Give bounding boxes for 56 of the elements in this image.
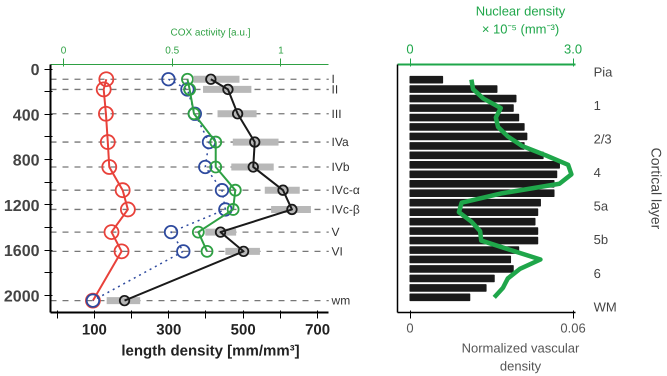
x-axis-title: length density [mm/mm³] [121, 342, 300, 360]
point [181, 72, 194, 86]
x-tick-label: 0 [406, 320, 414, 336]
point [228, 184, 242, 197]
x-axis-title: Normalized vascular density [462, 340, 580, 374]
ref-line-label: IVb [332, 160, 350, 174]
x-tick-label: 300 [156, 322, 182, 338]
text: 1 [594, 98, 601, 114]
ref-line-label: IVc-α [332, 183, 360, 198]
text: 5a [594, 198, 609, 214]
text: WM [594, 299, 617, 314]
bar [410, 152, 544, 160]
text: 4 [594, 165, 601, 180]
bar [410, 284, 487, 292]
ref-line-label: wm [330, 294, 350, 308]
bar [410, 161, 560, 169]
bar [410, 208, 538, 216]
text: 5b [594, 232, 608, 248]
bar [410, 218, 536, 226]
point [200, 244, 214, 258]
text: 6 [594, 266, 601, 281]
y-tick-label: 400 [12, 107, 40, 124]
point [209, 160, 222, 174]
ref-line-label: V [332, 225, 340, 240]
x2-axis-title: COX activity [a.u.] [170, 28, 251, 38]
y-tick-label: 2000 [4, 288, 40, 306]
bar [410, 294, 470, 302]
bar [410, 76, 444, 84]
text: 2/3 [594, 132, 612, 147]
x2-tick-label: 0.5 [165, 46, 180, 56]
bar [410, 170, 558, 178]
x2-tick-label: 3.0 [564, 42, 582, 56]
x2-tick-label: 0 [406, 42, 414, 56]
point [192, 226, 205, 238]
x2-tick-label: 0 [60, 46, 67, 56]
ref-line-label: VI [332, 244, 343, 258]
x-tick-label: 0.06 [560, 320, 586, 336]
y-tick-label: 1200 [4, 198, 40, 215]
y-axis-title: Cortical layer [648, 148, 664, 230]
bar [410, 180, 555, 188]
point [226, 203, 240, 216]
ref-line-label: IVc-β [332, 202, 360, 216]
point [183, 83, 196, 96]
x-tick-label: 500 [230, 322, 256, 338]
x2-tick-label: 1 [278, 46, 284, 56]
x-tick-label: 700 [305, 322, 330, 338]
y-tick-label: 800 [12, 152, 40, 170]
x-tick-label: 100 [82, 322, 107, 338]
y-tick-label: 1600 [4, 243, 40, 260]
x2-axis-title: Nuclear density × 10⁻⁵ (mm⁻³) [476, 4, 566, 36]
y-tick-label: 0 [30, 62, 40, 80]
text: Pia [594, 64, 614, 80]
ref-line-label: IVa [332, 135, 349, 150]
point [209, 136, 222, 148]
bar [410, 85, 498, 93]
ref-line-label: III [332, 106, 342, 121]
